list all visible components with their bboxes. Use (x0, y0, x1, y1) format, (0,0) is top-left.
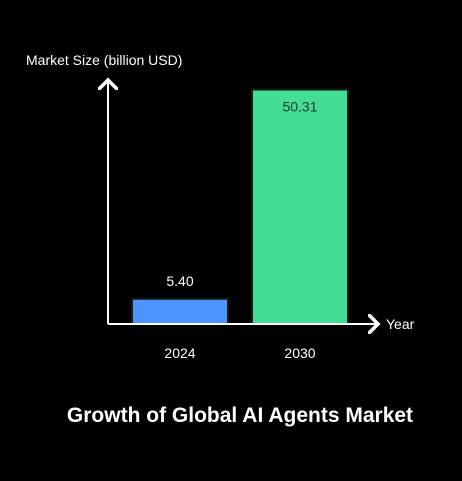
value-label-2030: 50.31 (282, 99, 317, 115)
bar-2024 (131, 297, 229, 326)
bar-2030 (251, 88, 349, 326)
bars-layer: 5.40 50.31 (131, 88, 349, 326)
ticks-layer: 2024 2030 (164, 345, 315, 361)
x-tick-label-2024: 2024 (164, 345, 195, 361)
x-tick-label-2030: 2030 (284, 345, 315, 361)
y-axis-label: Market Size (billion USD) (26, 52, 182, 68)
chart-title: Growth of Global AI Agents Market (67, 404, 413, 427)
value-label-2024: 5.40 (166, 273, 193, 289)
x-axis-label: Year (386, 316, 415, 332)
